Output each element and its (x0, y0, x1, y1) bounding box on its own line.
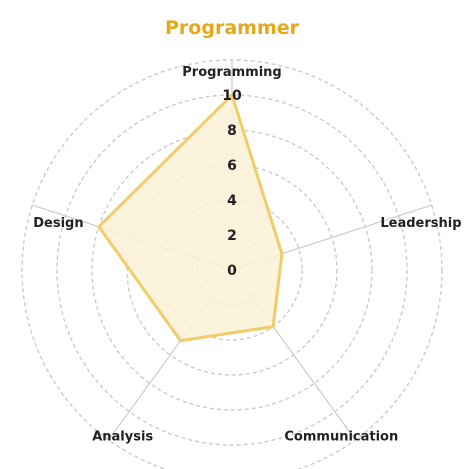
axis-label: Design (33, 216, 83, 231)
grid-circle (126, 164, 338, 376)
axis-label: Leadership (380, 216, 461, 231)
tick-label: 8 (227, 123, 237, 139)
grid-circle (56, 94, 408, 446)
radar-tick-labels: 0 2 4 6 8 10 (222, 88, 242, 279)
tick-label: 10 (222, 88, 242, 104)
tick-label: 0 (227, 263, 237, 279)
tick-label: 2 (227, 228, 237, 244)
radar-axis-labels: Programming Leadership Communication Analys… (33, 65, 461, 444)
tick-label: 4 (227, 193, 237, 209)
axis-label: Analysis (92, 429, 153, 444)
radar-series (96, 92, 284, 343)
chart-title: Programmer (165, 17, 300, 39)
series-polygon (96, 92, 284, 343)
tick-label: 6 (227, 158, 237, 174)
axis-label: Programming (182, 65, 281, 80)
axis-label: Communication (284, 429, 398, 444)
